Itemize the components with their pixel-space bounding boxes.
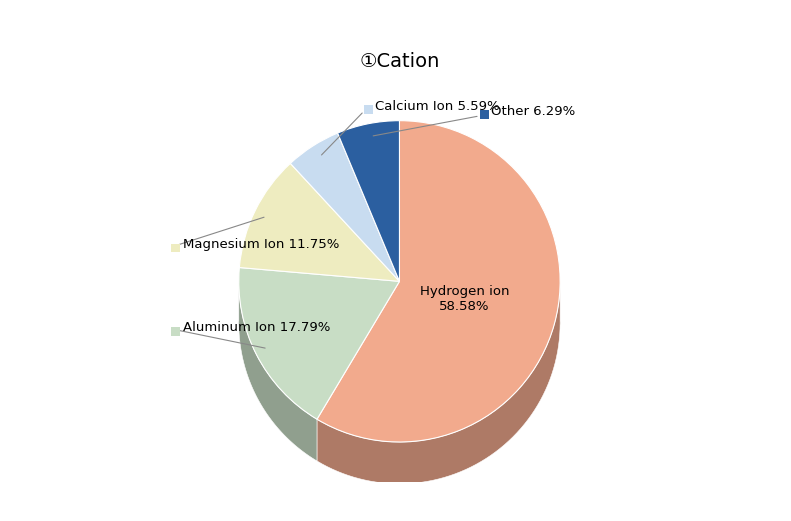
Polygon shape: [239, 281, 317, 461]
Bar: [172, 327, 180, 336]
Ellipse shape: [239, 271, 560, 375]
Text: Other 6.29%: Other 6.29%: [491, 105, 575, 118]
Text: Aluminum Ion 17.79%: Aluminum Ion 17.79%: [183, 321, 330, 334]
Wedge shape: [240, 164, 399, 281]
Wedge shape: [338, 121, 399, 281]
Text: Magnesium Ion 11.75%: Magnesium Ion 11.75%: [183, 238, 339, 251]
Text: Calcium Ion 5.59%: Calcium Ion 5.59%: [376, 100, 500, 113]
Wedge shape: [239, 267, 399, 419]
Title: ①Cation: ①Cation: [359, 52, 440, 71]
Text: Hydrogen ion
58.58%: Hydrogen ion 58.58%: [420, 286, 509, 313]
Bar: [172, 244, 180, 252]
Bar: [480, 110, 489, 119]
Polygon shape: [317, 281, 560, 484]
Wedge shape: [290, 133, 399, 281]
Bar: [364, 105, 373, 114]
Wedge shape: [317, 121, 560, 442]
